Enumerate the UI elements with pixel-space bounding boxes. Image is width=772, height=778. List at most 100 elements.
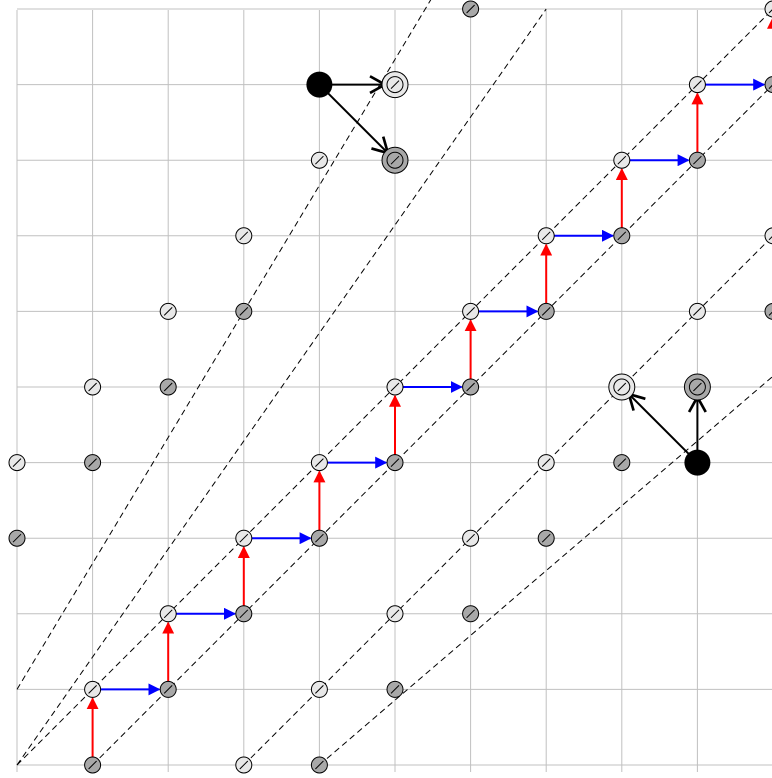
light-node-slash xyxy=(768,9,772,14)
dark-node xyxy=(8,529,26,547)
ringed-light-node-slash xyxy=(390,80,400,89)
dark-node-slash xyxy=(617,231,627,241)
light-node-slash xyxy=(88,685,97,694)
dark-node xyxy=(386,680,404,698)
light-node-slash xyxy=(163,307,173,316)
dark-node-circle xyxy=(764,76,772,94)
light-node xyxy=(159,605,177,623)
dark-node xyxy=(84,454,102,472)
dark-node xyxy=(235,605,253,623)
dark-node-slash xyxy=(163,685,173,694)
dark-node xyxy=(688,151,706,169)
light-node-slash xyxy=(768,236,772,241)
dark-node-slash xyxy=(617,458,627,467)
light-node xyxy=(310,454,328,472)
dark-node-slash xyxy=(768,84,772,89)
light-node xyxy=(537,454,555,472)
dark-node-slash xyxy=(466,4,475,14)
light-node-slash xyxy=(163,609,173,619)
dark-node xyxy=(537,302,555,320)
light-node-slash xyxy=(466,307,475,316)
light-node-slash xyxy=(239,533,249,543)
dark-node-slash xyxy=(390,685,400,694)
dark-node xyxy=(537,529,555,547)
ringed-light-node xyxy=(386,76,404,94)
dark-node-circle xyxy=(764,302,772,320)
light-node xyxy=(462,302,480,320)
black-arrow xyxy=(318,83,390,156)
dark-node-slash xyxy=(12,533,22,543)
light-node xyxy=(613,151,631,169)
dark-node-slash xyxy=(88,458,97,467)
dark-node-slash xyxy=(466,382,475,392)
ringed-dark-node-slash xyxy=(390,155,400,165)
black-node xyxy=(306,71,333,98)
dark-node-slash xyxy=(239,307,249,316)
light-node xyxy=(310,680,328,698)
light-node xyxy=(84,680,102,698)
dark-node-slash xyxy=(239,609,249,619)
light-node xyxy=(235,756,253,774)
dark-node-slash xyxy=(541,533,551,543)
black-node xyxy=(684,449,711,476)
light-node xyxy=(688,76,706,94)
light-node xyxy=(235,227,253,245)
light-node-slash xyxy=(466,533,475,543)
dark-node xyxy=(462,0,480,18)
light-node-slash xyxy=(541,458,551,467)
dark-node xyxy=(462,605,480,623)
dark-node xyxy=(386,454,404,472)
light-node xyxy=(386,378,404,396)
dark-node xyxy=(159,378,177,396)
light-node-slash xyxy=(12,458,22,467)
dark-node xyxy=(84,756,102,774)
ringed-light-node xyxy=(613,378,631,396)
dark-node xyxy=(613,454,631,472)
dark-node xyxy=(462,378,480,396)
light-node-slash xyxy=(315,458,324,467)
nodes xyxy=(8,0,772,774)
light-node-slash xyxy=(88,382,97,392)
light-node xyxy=(310,151,328,169)
dark-node xyxy=(235,302,253,320)
dark-node xyxy=(310,529,328,547)
light-node-slash xyxy=(239,760,249,770)
dark-node xyxy=(613,227,631,245)
diagonal-line xyxy=(243,236,772,766)
light-node-slash xyxy=(541,231,551,241)
light-node-slash xyxy=(693,307,702,316)
light-node xyxy=(235,529,253,547)
light-node-slash xyxy=(617,155,627,165)
light-node-slash xyxy=(693,80,702,89)
light-node xyxy=(688,302,706,320)
light-node-slash xyxy=(315,685,324,694)
dark-node-slash xyxy=(693,155,702,165)
light-node xyxy=(462,529,480,547)
light-node-circle xyxy=(764,227,772,245)
dark-node xyxy=(310,756,328,774)
dark-node-slash xyxy=(163,382,173,392)
light-node xyxy=(764,0,772,18)
black-arrow xyxy=(626,392,699,464)
dark-node xyxy=(764,76,772,94)
dark-node-slash xyxy=(315,760,324,770)
ringed-dark-node xyxy=(386,151,404,169)
dark-node xyxy=(159,680,177,698)
dark-node xyxy=(764,302,772,320)
dark-node-slash xyxy=(88,760,97,770)
light-node-circle xyxy=(764,0,772,18)
dark-node-slash xyxy=(390,458,400,467)
light-node xyxy=(84,378,102,396)
ringed-light-node-slash xyxy=(617,382,627,392)
light-node-slash xyxy=(390,382,400,392)
staircase-path xyxy=(86,16,772,765)
light-node-slash xyxy=(239,231,249,241)
diagonal-line xyxy=(16,8,547,766)
light-node-slash xyxy=(315,155,324,165)
light-node-slash xyxy=(390,609,400,619)
light-node xyxy=(537,227,555,245)
diagonal-line xyxy=(16,9,772,766)
dark-node-slash xyxy=(768,311,772,316)
dark-node-slash xyxy=(466,609,475,619)
